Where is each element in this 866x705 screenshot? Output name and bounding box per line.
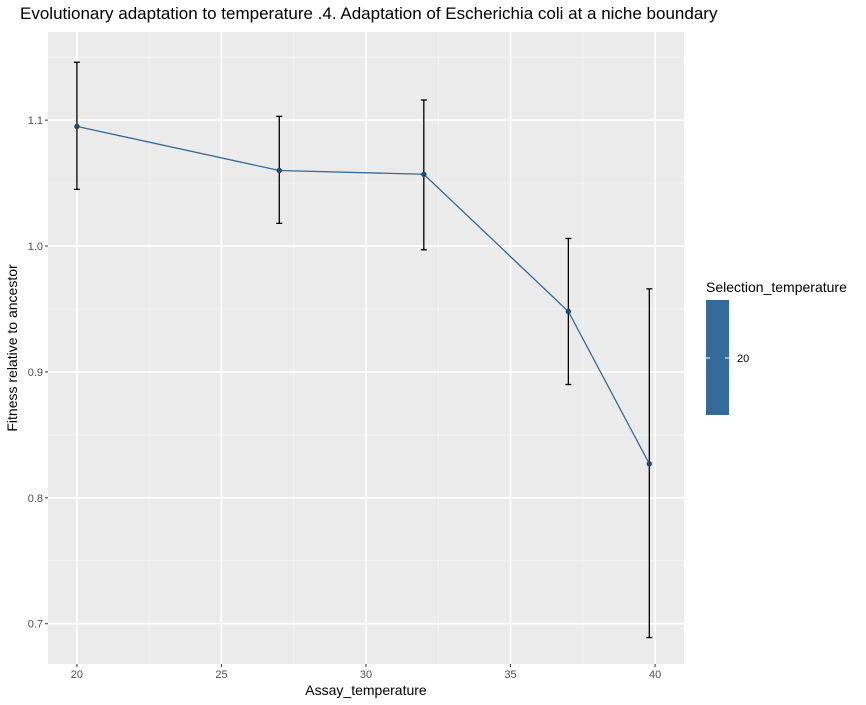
x-tick-label: 30	[360, 669, 372, 681]
legend-title: Selection_temperature	[706, 279, 847, 295]
x-tick-label: 40	[649, 669, 661, 681]
x-tick-label: 25	[215, 669, 227, 681]
y-tick-label: 0.8	[28, 493, 43, 505]
data-point	[276, 167, 282, 174]
x-axis-ticks: 20 25 30 35 40	[71, 664, 661, 681]
y-tick-label: 1.1	[28, 115, 43, 127]
legend-label: 20	[737, 353, 749, 365]
y-axis-title: Fitness relative to ancestor	[4, 264, 20, 432]
y-tick-label: 0.9	[28, 367, 43, 379]
x-tick-label: 35	[504, 669, 516, 681]
chart-title: Evolutionary adaptation to temperature .…	[20, 4, 718, 23]
data-point	[421, 171, 427, 177]
data-point	[565, 308, 572, 315]
data-point	[74, 123, 80, 130]
data-points	[74, 123, 653, 467]
x-tick-label: 20	[71, 669, 83, 681]
y-tick-label: 1.0	[28, 241, 43, 253]
data-point	[646, 461, 653, 467]
y-tick-label: 0.7	[28, 619, 43, 631]
legend-colorbar	[706, 300, 729, 415]
y-axis-ticks: 0.7 0.8 0.9 1.0 1.1	[28, 115, 48, 631]
x-axis-title: Assay_temperature	[305, 682, 427, 698]
